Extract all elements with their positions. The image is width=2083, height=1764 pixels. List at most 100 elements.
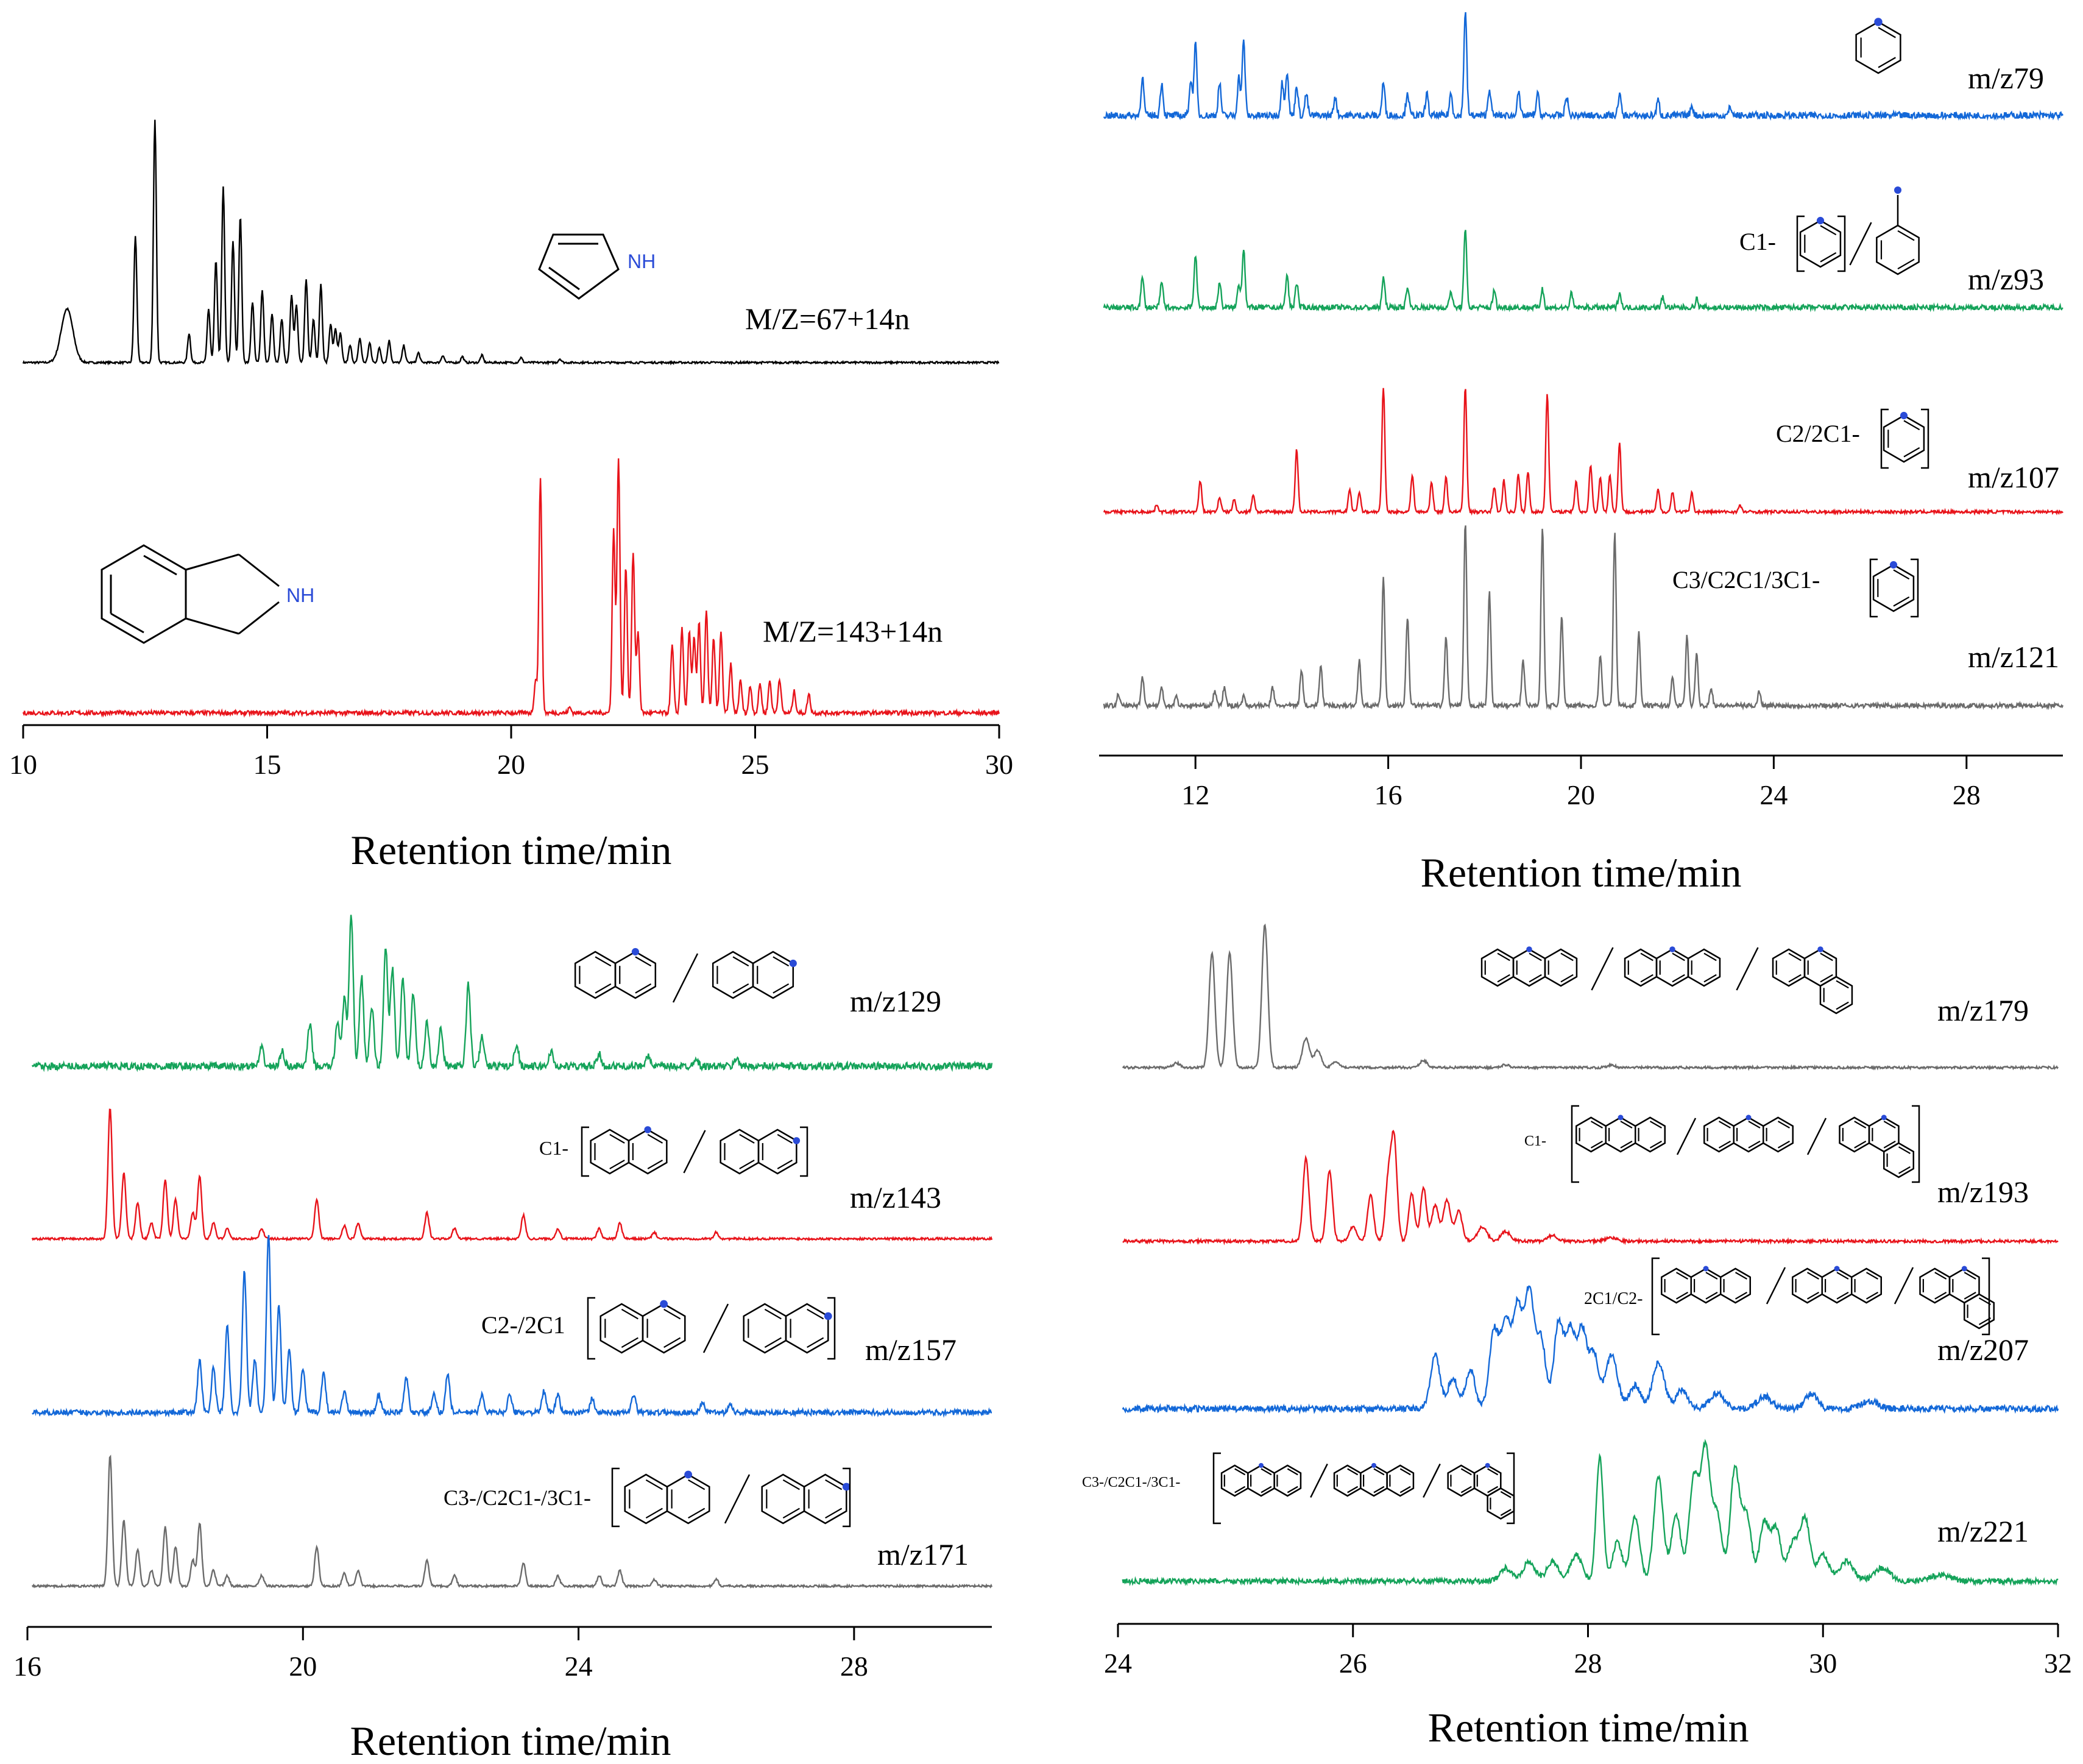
nitrogen-atom <box>1889 561 1898 569</box>
x-ticks: 10 15 20 25 30 <box>9 725 1013 780</box>
double-bond <box>609 1160 625 1170</box>
isoindole-nh-label: NH <box>286 584 314 606</box>
double-bond <box>663 1308 681 1320</box>
double-bond <box>1373 1468 1385 1476</box>
double-bond <box>1820 952 1833 962</box>
left-bracket <box>1796 215 1805 272</box>
quinoline-ring-a <box>590 1128 630 1175</box>
phenanthridine-ring-a <box>1447 1464 1476 1497</box>
double-bond <box>1934 1291 1947 1300</box>
trace-label-m-z-107: m/z107 <box>1968 460 2059 494</box>
nitrogen-atom <box>842 1482 851 1491</box>
double-bond <box>688 1479 706 1490</box>
double-bond <box>739 1133 755 1144</box>
benzoquinoline-ring-c <box>1762 1116 1794 1153</box>
benzoquinoline-ring-a <box>1624 948 1658 987</box>
quinoline-ring-a <box>624 1473 668 1525</box>
slash-separator <box>724 1474 751 1524</box>
double-bond <box>764 1308 782 1320</box>
benzoquinoline-ring-b <box>1655 948 1689 987</box>
pyridine-structure <box>1799 219 1842 268</box>
pyrrole-nh-label: NH <box>628 250 656 272</box>
double-bond <box>1347 1468 1359 1476</box>
isoquinoline-ring-a <box>712 951 754 999</box>
acridine-ring-a <box>1220 1464 1249 1497</box>
benzoquinoline-ring-b <box>1821 1267 1853 1304</box>
traces-bottom-right <box>1122 923 2059 1587</box>
prefix-label-c3-c2c1-3c1: C3-/C2C1-/3C1- <box>444 1486 591 1510</box>
slash-separator <box>702 1303 729 1353</box>
chromatogram-m-z157 <box>32 1234 992 1419</box>
x-tick-label: 16 <box>1374 779 1402 810</box>
chromatogram-m-z-67-14n <box>22 119 1000 366</box>
nitrogen-atom <box>1817 946 1823 952</box>
nitrogen-atom <box>631 948 639 956</box>
chromatogram-m-z207 <box>1122 1285 2059 1415</box>
acridine-ring-b <box>1605 1116 1636 1153</box>
double-bond <box>1735 1291 1747 1300</box>
nitrogen-atom <box>1834 1266 1840 1272</box>
phenanthridine-ring-a <box>1919 1267 1951 1304</box>
slash-separator <box>1766 1267 1786 1305</box>
left-bracket <box>1212 1452 1221 1525</box>
panel-bottom-right: 24 26 28 30 32 Retention time/min m/z179 m/z… <box>1082 923 2072 1751</box>
double-bond <box>1777 1121 1790 1129</box>
x-tick-label: 28 <box>1953 779 1981 810</box>
double-bond <box>807 1337 824 1348</box>
nitrogen-atom <box>1961 1266 1967 1272</box>
slash-separator <box>672 953 699 1003</box>
trace-label-m-z-193: m/z193 <box>1937 1175 2029 1209</box>
double-bond <box>1590 1140 1603 1149</box>
chromatogram-m-z93 <box>1103 230 2064 313</box>
double-bond <box>1893 569 1910 580</box>
benzoquinoline-ring-b <box>1733 1116 1764 1153</box>
trace-label-m-z-121: m/z121 <box>1968 640 2059 674</box>
double-bond <box>1672 952 1685 962</box>
double-bond <box>1806 1291 1819 1300</box>
x-tick-label: 32 <box>2044 1648 2072 1679</box>
right-bracket <box>1921 408 1929 469</box>
x-ticks: 12 16 20 24 28 <box>1181 756 1981 810</box>
double-bond <box>1748 1121 1761 1129</box>
double-bond <box>1897 258 1915 270</box>
isoquinoline-ring-b <box>803 1473 847 1525</box>
slash-separator <box>1676 1118 1697 1155</box>
traces-top-left <box>22 119 1000 718</box>
double-bond <box>595 983 612 994</box>
double-bond <box>1898 1166 1911 1174</box>
chromatogram-m-z193 <box>1122 1129 2059 1245</box>
double-bond <box>1460 1486 1472 1493</box>
slash-separator <box>683 1130 706 1174</box>
double-bond <box>621 1308 638 1320</box>
double-bond <box>1399 1468 1411 1476</box>
double-bond <box>1287 1468 1298 1476</box>
trace-label-m-z-221: m/z221 <box>1937 1514 2029 1548</box>
acridine-ring-a <box>1480 948 1515 987</box>
trace-label-m-z-129: m/z129 <box>850 984 941 1018</box>
chromatogram-m-z121 <box>1103 525 2064 711</box>
double-bond <box>732 983 749 994</box>
x-tick-label: 12 <box>1181 779 1209 810</box>
left-bracket <box>1571 1105 1579 1183</box>
right-bracket <box>800 1126 808 1177</box>
panel-bottom-left: 16 20 24 28 Retention time/min m/z129 m/z14… <box>13 915 993 1764</box>
trace-label-m-z-171: m/z171 <box>877 1537 969 1571</box>
quinoline-ring-a <box>574 951 617 999</box>
left-bracket <box>1880 408 1889 469</box>
nitrogen-atom <box>1816 216 1825 225</box>
double-bond <box>782 1479 800 1490</box>
x-tick-label: 10 <box>9 749 37 780</box>
quinoline-ring-a <box>599 1303 644 1354</box>
acridine-ring-a <box>1576 1116 1607 1153</box>
double-bond <box>1898 1146 1911 1155</box>
isoquinoline-ring-b <box>757 1128 797 1175</box>
double-bond <box>825 1507 843 1519</box>
double-bond <box>1883 1121 1896 1129</box>
traces-bottom-left <box>31 915 993 1589</box>
prefix-label-c1: C1- <box>539 1137 568 1159</box>
acridine-ring-b <box>1512 948 1546 987</box>
x-tick-label: 26 <box>1339 1648 1367 1679</box>
double-bond <box>1866 1272 1878 1280</box>
left-bracket <box>1651 1257 1660 1336</box>
isoquinoline-ring-a <box>761 1473 805 1525</box>
